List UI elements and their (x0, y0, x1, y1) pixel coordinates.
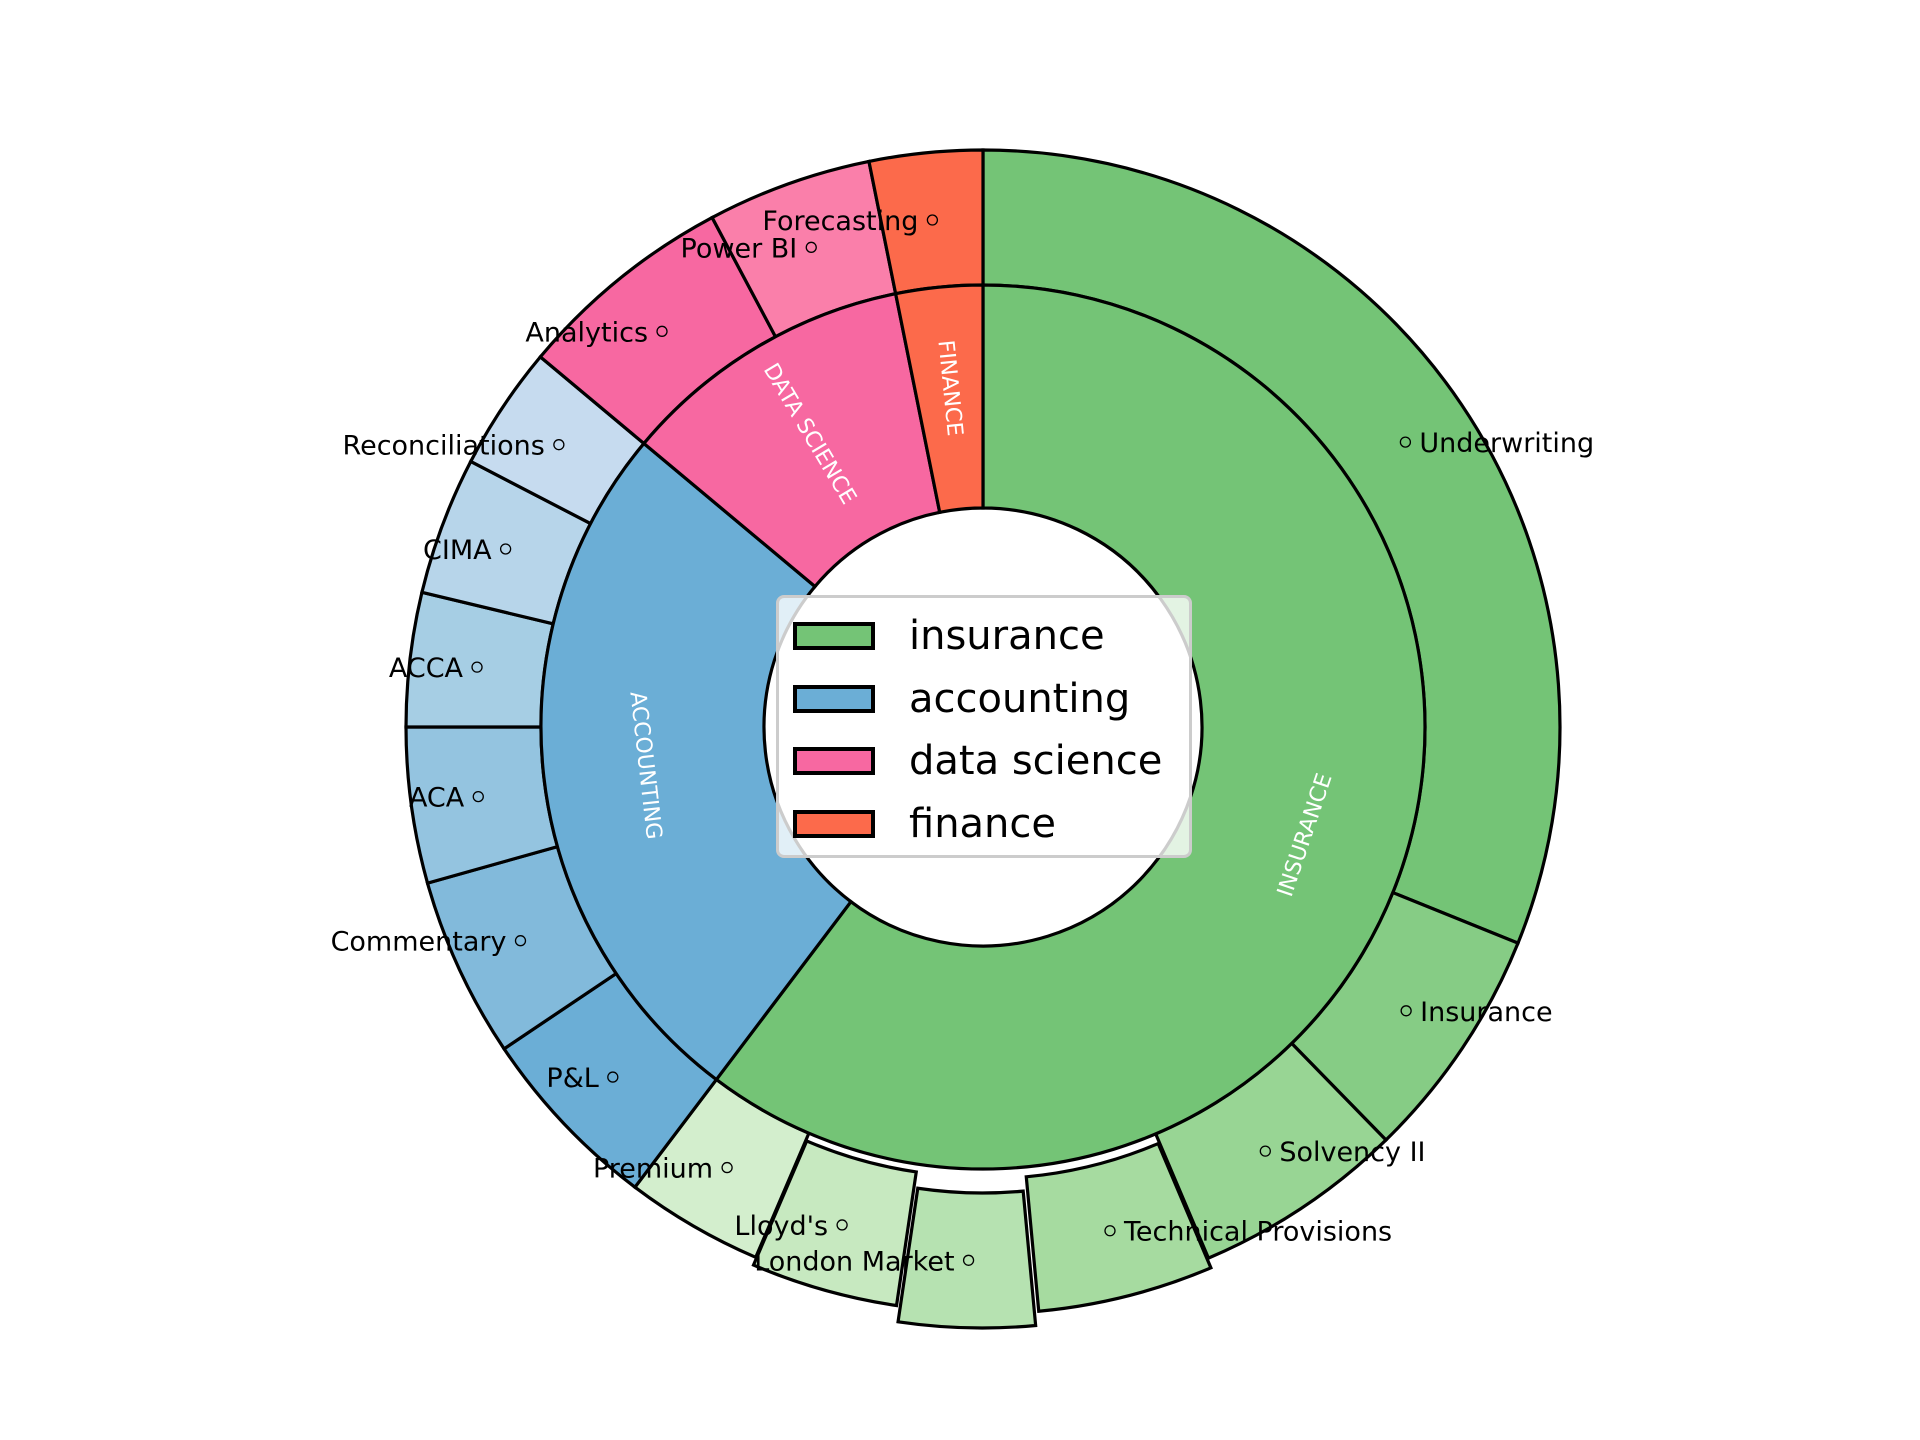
label-marker-icon (472, 790, 484, 803)
legend: insurance accounting data science financ… (776, 595, 1192, 858)
legend-item-accounting: accounting (793, 679, 1130, 719)
legend-swatch-data-science (793, 747, 875, 775)
outer-label-acca: ACCA (389, 653, 464, 684)
label-marker-icon (499, 543, 512, 555)
label-marker-icon (1400, 1005, 1412, 1017)
label-marker-icon (721, 1161, 733, 1174)
outer-label-aca: ACA (409, 783, 465, 814)
legend-swatch-finance (793, 810, 875, 838)
label-marker-icon (1104, 1225, 1116, 1237)
label-marker-icon (926, 214, 939, 226)
outer-ring-labels: Underwriting Insurance Solvency II Technica… (331, 206, 1595, 1277)
outer-wedge-technical-provisions (1024, 1141, 1213, 1313)
label-marker-icon (836, 1219, 848, 1231)
legend-label: accounting (909, 676, 1131, 722)
inner-wedge-accounting (539, 441, 854, 1082)
label-marker-icon (1399, 436, 1412, 448)
label-marker-icon (514, 935, 527, 947)
outer-label-premium: Premium (593, 1154, 713, 1185)
inner-ring (539, 283, 1427, 1171)
outer-label-underwriting: Underwriting (1419, 428, 1594, 459)
legend-label: finance (909, 801, 1057, 847)
legend-swatch-accounting (793, 685, 875, 713)
outer-label-commentary: Commentary (331, 927, 507, 958)
legend-item-insurance: insurance (793, 616, 1105, 656)
outer-label-lloyd-s: Lloyd's (734, 1211, 828, 1242)
legend-label: insurance (909, 613, 1105, 659)
inner-wedge-insurance (714, 283, 1427, 1171)
outer-label-p-l: P&L (546, 1063, 598, 1094)
outer-label-insurance: Insurance (1420, 997, 1552, 1028)
outer-label-technical-provisions: Technical Provisions (1123, 1217, 1392, 1248)
outer-label-cima: CIMA (423, 535, 492, 566)
label-marker-icon (656, 325, 668, 337)
label-marker-icon (962, 1254, 975, 1266)
inner-wedge-data-science (641, 291, 942, 589)
outer-label-reconciliations: Reconciliations (343, 431, 545, 462)
outer-label-solvency-ii: Solvency II (1279, 1137, 1425, 1168)
outer-label-forecasting: Forecasting (762, 206, 918, 237)
outer-label-analytics: Analytics (525, 317, 648, 348)
outer-label-london-market: London Market (754, 1246, 954, 1277)
legend-label: data science (909, 738, 1163, 784)
legend-swatch-insurance (793, 622, 875, 650)
label-marker-icon (553, 439, 565, 451)
label-marker-icon (471, 661, 483, 673)
label-marker-icon (1259, 1145, 1271, 1157)
outer-wedge-london-market (896, 1186, 1038, 1330)
legend-item-finance: finance (793, 804, 1056, 844)
outer-label-power-bi: Power BI (681, 233, 798, 264)
label-marker-icon (607, 1071, 619, 1083)
label-marker-icon (805, 241, 817, 253)
legend-item-data-science: data science (793, 741, 1162, 781)
inner-wedge-finance (893, 283, 985, 515)
